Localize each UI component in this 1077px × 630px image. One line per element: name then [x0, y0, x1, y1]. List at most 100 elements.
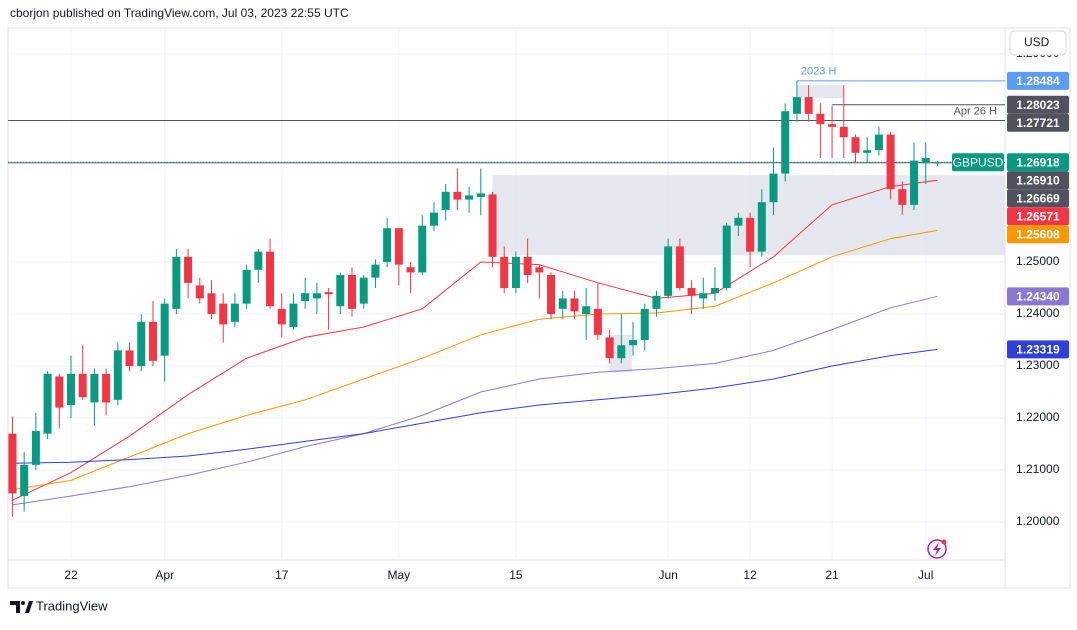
price-tag	[1007, 225, 1069, 244]
tv-logo-mark	[25, 601, 33, 613]
candle-body	[757, 202, 766, 252]
price-tag-label: 1.28023	[1016, 98, 1060, 112]
candle-body	[792, 97, 801, 114]
price-tag	[1007, 340, 1069, 359]
price-tag-label: 1.26571	[1016, 209, 1060, 223]
candle-body	[55, 376, 64, 408]
moving-average	[12, 348, 938, 464]
candle-body	[8, 433, 17, 494]
candle-body	[312, 293, 321, 299]
candle-body	[31, 431, 40, 465]
x-tick-label: 21	[825, 568, 839, 582]
x-tick-label: 17	[275, 568, 289, 582]
candle-body	[734, 217, 743, 226]
candle-body	[324, 292, 333, 295]
symbol-tag-label: GBPUSD	[953, 155, 1004, 169]
price-tag-label: 1.27721	[1016, 116, 1060, 130]
y-tick-label: 1.20000	[1016, 514, 1060, 528]
y-tick-label: 1.24000	[1016, 306, 1060, 320]
price-tag	[1007, 287, 1069, 306]
y-tick-label: 1.22000	[1016, 410, 1060, 424]
x-tick-label: Jun	[658, 568, 677, 582]
candle-body	[664, 246, 673, 296]
candle-body	[570, 298, 579, 312]
candle-body	[125, 350, 134, 367]
price-tag	[1007, 95, 1069, 114]
y-tick-label: 1.25000	[1016, 254, 1060, 268]
candle-body	[207, 293, 216, 315]
tv-logo	[10, 601, 33, 613]
candle-body	[66, 373, 75, 406]
candle-body	[816, 113, 825, 125]
candle-body	[383, 228, 392, 263]
price-tag-label: 1.26918	[1016, 155, 1060, 169]
price-tag	[1007, 113, 1069, 132]
candle-body	[359, 277, 368, 304]
tv-logo-dot	[21, 601, 25, 605]
y-tick-label: 1.21000	[1016, 462, 1060, 476]
candle-body	[172, 256, 181, 309]
candle-body	[675, 246, 684, 289]
candle-body	[195, 285, 204, 299]
candle-body	[687, 288, 696, 296]
price-tag-label: 1.26910	[1016, 173, 1060, 187]
candle-body	[230, 303, 239, 322]
candle-body	[277, 308, 286, 325]
candle-body	[102, 373, 111, 403]
price-tag	[1007, 153, 1069, 172]
candle-body	[418, 225, 427, 273]
candle-body	[453, 191, 462, 200]
alert-icon[interactable]	[927, 539, 947, 559]
candle-body	[921, 158, 930, 164]
x-tick-label: May	[388, 568, 411, 582]
candle-body	[593, 308, 602, 335]
moving-average	[12, 295, 938, 506]
level-note: 2023 H	[801, 66, 837, 78]
candle-body	[441, 191, 450, 211]
candle-body	[863, 150, 872, 153]
candle-body	[160, 303, 169, 356]
candle-body	[769, 173, 778, 203]
candle-body	[500, 256, 509, 289]
candle-body	[254, 251, 263, 270]
currency-button[interactable]	[1009, 30, 1067, 56]
candle-body	[90, 373, 99, 403]
candle-body	[78, 373, 87, 398]
candle-body	[336, 275, 345, 307]
currency-label: USD	[1024, 35, 1050, 49]
candles	[8, 81, 942, 517]
x-tick-label: Apr	[155, 568, 174, 582]
price-tag-label: 1.24340	[1016, 290, 1060, 304]
candle-body	[839, 126, 848, 138]
moving-average	[12, 179, 938, 501]
candle-body	[874, 134, 883, 151]
publish-header: cborjon published on TradingView.com, Ju…	[10, 6, 349, 20]
price-tag	[1007, 189, 1069, 208]
price-tag	[1007, 207, 1069, 226]
price-tag-label: 1.28484	[1016, 74, 1060, 88]
candle-body	[746, 217, 755, 252]
candle-body	[148, 321, 157, 361]
candle-body	[535, 267, 544, 273]
candle-body	[886, 134, 895, 190]
candle-body	[289, 303, 298, 328]
candle-body	[184, 256, 193, 283]
candle-body	[348, 275, 357, 309]
candle-body	[804, 97, 813, 114]
candle-body	[511, 256, 520, 289]
price-tag-label: 1.23319	[1016, 343, 1060, 357]
x-tick-label: 22	[64, 568, 78, 582]
candle-body	[640, 308, 649, 341]
candle-body	[488, 194, 497, 257]
symbol-tag	[952, 153, 1004, 172]
axes: 1.20000 1.21000 1.22000 1.23000 1.24000 1.250…	[64, 46, 1059, 582]
price-tag-label: 1.26669	[1016, 191, 1060, 205]
price-tag	[1007, 171, 1069, 190]
candle-body	[722, 225, 731, 289]
candle-body	[910, 160, 919, 205]
tv-logo-mark	[10, 601, 20, 613]
candle-body	[828, 124, 837, 127]
candle-body	[476, 193, 485, 198]
candle-body	[617, 345, 626, 359]
